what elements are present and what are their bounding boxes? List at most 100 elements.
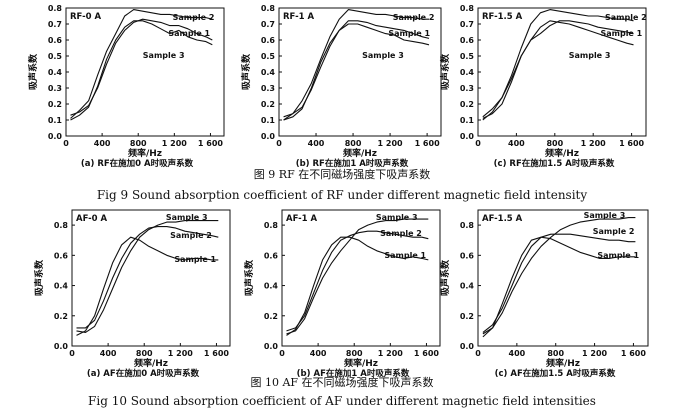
series-label: Sample 2 bbox=[393, 13, 435, 22]
panel-tag: RF-1.5 A bbox=[482, 12, 523, 22]
y-tick-label: 0.1 bbox=[460, 116, 475, 125]
y-axis-title: 吸声系数 bbox=[439, 53, 451, 90]
chart-panels: 0.0 0.1 0.2 0.3 0.4 0.5 0.6 0.7 0.8 0 400 800 1 200 1… bbox=[27, 4, 649, 379]
series-line-sample-1 bbox=[76, 236, 219, 336]
series-line-sample-3 bbox=[76, 220, 219, 333]
x-tick-label: 400 bbox=[94, 139, 111, 148]
plot-frame bbox=[477, 209, 649, 347]
panel-caption: (c) RF在施加1.5 A时吸声系数 bbox=[494, 158, 615, 169]
x-tick-label: 1 200 bbox=[168, 349, 193, 358]
fig10-caption-cn: 图 10 AF 在不同磁场强度下吸声系数 bbox=[250, 375, 433, 389]
panel-caption: (a) AF在施加0 A时吸声系数 bbox=[87, 368, 200, 379]
x-tick-label: 1 600 bbox=[415, 139, 440, 148]
x-tick-label: 1 600 bbox=[414, 349, 439, 358]
x-tick-label: 800 bbox=[346, 349, 363, 358]
chart-panel-2: 0.0 0.1 0.2 0.3 0.4 0.5 0.6 0.7 0.8 0 400 800 1 200 1… bbox=[240, 4, 442, 169]
series-label: Sample 1 bbox=[388, 29, 430, 38]
y-tick-label: 0.4 bbox=[460, 282, 475, 291]
x-tick-label: 1 200 bbox=[162, 139, 187, 148]
chart-panel-4: 0.0 0.2 0.4 0.6 0.8 0 400 800 1 200 1 600 频率/Hz 吸声系… bbox=[33, 209, 231, 379]
y-axis-title: 吸声系数 bbox=[439, 259, 451, 296]
y-tick-label: 0.6 bbox=[460, 36, 475, 45]
chart-panel-5: 0.0 0.2 0.4 0.6 0.8 0 400 800 1 200 1 600 频率/Hz 吸声系… bbox=[243, 209, 441, 379]
y-tick-label: 0.6 bbox=[264, 251, 279, 260]
series-line-sample-3 bbox=[286, 218, 429, 335]
x-tick-label: 800 bbox=[546, 139, 563, 148]
y-tick-label: 0.4 bbox=[48, 68, 63, 77]
x-tick-label: 800 bbox=[130, 139, 147, 148]
x-tick-label: 800 bbox=[547, 349, 564, 358]
y-tick-label: 0.0 bbox=[54, 342, 69, 351]
y-tick-label: 0.2 bbox=[54, 312, 68, 321]
series-label: Sample 1 bbox=[168, 29, 210, 38]
series-label: Sample 1 bbox=[600, 29, 642, 38]
y-tick-label: 0.6 bbox=[48, 36, 63, 45]
x-tick-label: 1 200 bbox=[582, 349, 607, 358]
y-tick-label: 0.2 bbox=[264, 312, 278, 321]
plot-frame bbox=[278, 7, 442, 137]
y-tick-label: 0.6 bbox=[261, 36, 276, 45]
x-tick-label: 400 bbox=[100, 349, 117, 358]
y-tick-label: 0.4 bbox=[261, 68, 276, 77]
x-tick-label: 1 600 bbox=[621, 349, 646, 358]
series-label: Sample 1 bbox=[384, 251, 426, 260]
x-tick-label: 400 bbox=[509, 349, 526, 358]
panel-tag: AF-0 A bbox=[76, 214, 108, 224]
panel-tag: RF-1 A bbox=[283, 12, 314, 22]
y-tick-label: 0.2 bbox=[460, 312, 474, 321]
y-tick-label: 0.8 bbox=[264, 221, 279, 230]
x-axis-title: 频率/Hz bbox=[546, 357, 580, 369]
series-label: Sample 1 bbox=[174, 255, 216, 264]
x-tick-label: 1 200 bbox=[378, 349, 403, 358]
x-axis-title: 频率/Hz bbox=[343, 147, 377, 159]
x-tick-label: 1 600 bbox=[204, 349, 229, 358]
x-axis-title: 频率/Hz bbox=[134, 357, 168, 369]
x-tick-label: 400 bbox=[308, 139, 325, 148]
y-tick-label: 0.0 bbox=[264, 342, 279, 351]
series-label: Sample 3 bbox=[143, 51, 185, 60]
y-tick-label: 0.3 bbox=[48, 84, 62, 93]
y-tick-label: 0.4 bbox=[54, 282, 69, 291]
x-tick-label: 0 bbox=[279, 349, 285, 358]
y-tick-label: 0.4 bbox=[460, 68, 475, 77]
series-label: Sample 3 bbox=[569, 51, 611, 60]
series-line-sample-3 bbox=[70, 20, 213, 121]
y-axis-title: 吸声系数 bbox=[240, 53, 252, 90]
y-tick-label: 0.5 bbox=[460, 52, 475, 61]
x-tick-label: 400 bbox=[508, 139, 525, 148]
y-tick-label: 0.7 bbox=[48, 20, 62, 29]
y-tick-label: 0.8 bbox=[460, 221, 475, 230]
y-tick-label: 0.4 bbox=[264, 282, 279, 291]
x-axis-title: 频率/Hz bbox=[545, 147, 579, 159]
x-tick-label: 1 600 bbox=[619, 139, 644, 148]
chart-panel-1: 0.0 0.1 0.2 0.3 0.4 0.5 0.6 0.7 0.8 0 400 800 1 200 1… bbox=[27, 4, 225, 169]
y-axis-title: 吸声系数 bbox=[243, 259, 255, 296]
series-line-sample-2 bbox=[482, 233, 636, 333]
y-tick-label: 0.0 bbox=[460, 342, 475, 351]
series-line-sample-1 bbox=[286, 236, 429, 336]
x-tick-label: 800 bbox=[136, 349, 153, 358]
plot-frame bbox=[477, 7, 647, 137]
series-line-sample-2 bbox=[286, 230, 429, 332]
x-tick-label: 0 bbox=[276, 139, 282, 148]
series-line-sample-2 bbox=[70, 9, 213, 119]
series-line-sample-2 bbox=[76, 226, 219, 329]
fig9-caption-cn: 图 9 RF 在不同磁场强度下吸声系数 bbox=[254, 167, 430, 181]
x-tick-label: 1 600 bbox=[198, 139, 223, 148]
panel-tag: RF-0 A bbox=[70, 12, 101, 22]
y-tick-label: 0.7 bbox=[460, 20, 474, 29]
series-label: Sample 3 bbox=[584, 211, 626, 220]
series-line-sample-3 bbox=[283, 23, 430, 121]
y-tick-label: 0.8 bbox=[54, 221, 69, 230]
y-tick-label: 0.1 bbox=[261, 116, 276, 125]
y-tick-label: 0.8 bbox=[261, 4, 276, 13]
y-tick-label: 0.2 bbox=[460, 100, 474, 109]
x-tick-label: 0 bbox=[69, 349, 75, 358]
series-label: Sample 1 bbox=[597, 251, 639, 260]
y-tick-label: 0.3 bbox=[261, 84, 275, 93]
panel-tag: AF-1 A bbox=[286, 214, 318, 224]
x-axis-title: 频率/Hz bbox=[128, 147, 162, 159]
panel-caption: (b) RF在施加1 A时吸声系数 bbox=[296, 158, 409, 169]
x-tick-label: 1 200 bbox=[378, 139, 403, 148]
series-label: Sample 2 bbox=[605, 13, 647, 22]
